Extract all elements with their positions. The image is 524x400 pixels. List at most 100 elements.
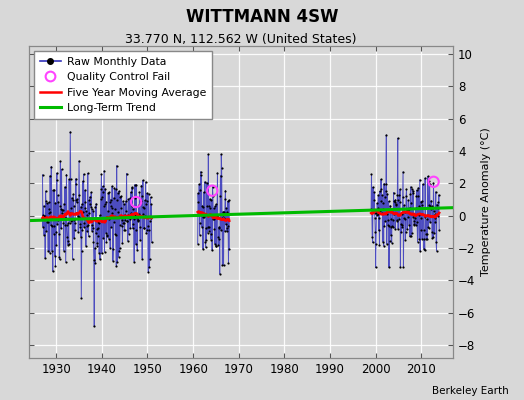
Point <box>110 195 118 201</box>
Point <box>79 209 88 215</box>
Point <box>413 219 421 225</box>
Point <box>379 199 387 206</box>
Point <box>78 248 86 254</box>
Point <box>379 242 388 249</box>
Point <box>415 203 423 209</box>
Point <box>130 182 139 188</box>
Point <box>57 206 65 212</box>
Point <box>143 190 151 196</box>
Point <box>206 231 215 237</box>
Point <box>382 181 390 187</box>
Point <box>220 262 228 268</box>
Point <box>83 228 92 235</box>
Point <box>368 234 376 240</box>
Point <box>427 197 435 204</box>
Point <box>376 198 385 205</box>
Point <box>54 231 63 237</box>
Point <box>390 198 399 205</box>
Point <box>207 236 215 243</box>
Point <box>203 203 211 210</box>
Point <box>130 259 138 265</box>
Point <box>124 212 132 218</box>
Point <box>77 204 85 210</box>
Point <box>431 211 440 218</box>
Point <box>72 176 80 182</box>
Point <box>429 233 438 240</box>
Point <box>416 176 424 183</box>
Point <box>375 214 383 221</box>
Point <box>370 215 379 221</box>
Point <box>413 193 422 200</box>
Point <box>421 175 429 181</box>
Point <box>93 243 102 249</box>
Point <box>367 171 376 178</box>
Point <box>369 209 378 215</box>
Point <box>100 249 108 255</box>
Point <box>375 242 384 249</box>
Point <box>139 211 147 218</box>
Point <box>432 239 440 245</box>
Point <box>61 222 70 228</box>
Point <box>411 212 419 218</box>
Point <box>91 245 99 251</box>
Point <box>430 178 438 185</box>
Point <box>400 208 409 215</box>
Point <box>59 206 67 213</box>
Point <box>107 203 115 210</box>
Point <box>61 259 70 265</box>
Point <box>411 205 420 212</box>
Point <box>218 262 226 268</box>
Point <box>372 240 380 247</box>
Point <box>53 170 61 176</box>
Point <box>90 323 99 330</box>
Point <box>135 189 144 195</box>
Point <box>72 196 81 203</box>
Point <box>407 184 415 190</box>
Point <box>114 190 122 196</box>
Point <box>113 197 122 204</box>
Point <box>145 227 153 233</box>
Point <box>121 212 129 218</box>
Point <box>393 192 401 198</box>
Point <box>95 212 104 218</box>
Point <box>396 264 405 271</box>
Point <box>115 248 124 254</box>
Point <box>108 210 117 216</box>
Point <box>201 238 210 245</box>
Point <box>199 246 207 252</box>
Point <box>94 232 103 239</box>
Point <box>220 215 228 221</box>
Point <box>117 223 126 230</box>
Point <box>408 186 417 192</box>
Point <box>135 211 143 218</box>
Point <box>66 219 74 226</box>
Point <box>380 223 389 230</box>
Point <box>93 225 102 232</box>
Point <box>387 216 396 222</box>
Point <box>387 232 395 238</box>
Point <box>430 208 438 214</box>
Point <box>57 225 66 232</box>
Point <box>194 211 203 217</box>
Point <box>75 192 84 198</box>
Point <box>196 187 204 193</box>
Point <box>118 240 127 246</box>
Point <box>114 209 123 215</box>
Point <box>120 226 128 233</box>
Point <box>404 197 412 204</box>
Point <box>427 205 435 212</box>
Point <box>84 222 92 228</box>
Point <box>433 205 442 212</box>
Point <box>211 203 220 209</box>
Point <box>389 189 398 196</box>
Point <box>75 221 84 227</box>
Point <box>144 268 152 275</box>
Point <box>384 216 392 223</box>
Point <box>62 215 70 221</box>
Point <box>45 206 53 212</box>
Point <box>118 217 126 223</box>
Point <box>221 187 230 194</box>
Point <box>96 256 104 262</box>
Point <box>403 206 412 213</box>
Point <box>378 192 386 198</box>
